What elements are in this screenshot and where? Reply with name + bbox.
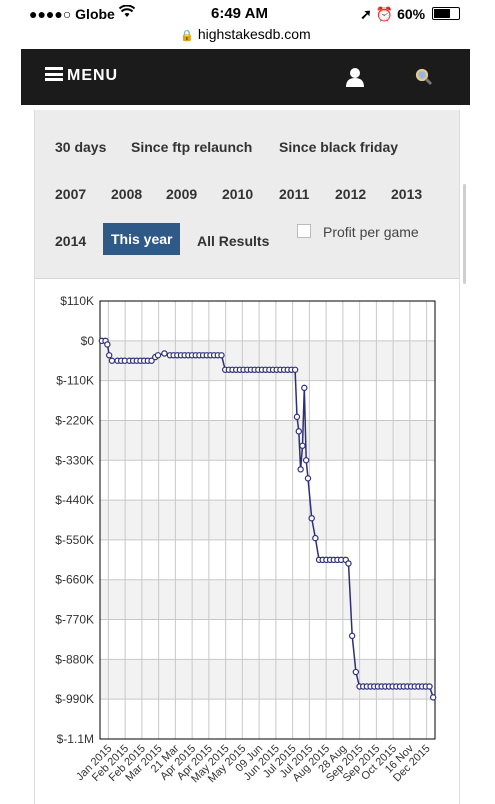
y-tick-label: $-880K (55, 652, 94, 666)
filter-2014[interactable]: 2014 (55, 233, 87, 249)
location-icon: ➚ (360, 6, 372, 22)
filter-2013[interactable]: 2013 (391, 186, 423, 202)
user-icon[interactable] (345, 67, 367, 89)
clock: 6:49 AM (211, 5, 268, 22)
y-tick-label: $-770K (55, 613, 94, 627)
filter-since-ftp-relaunch[interactable]: Since ftp relaunch (131, 139, 253, 155)
search-icon[interactable] (415, 68, 435, 88)
filter-2007[interactable]: 2007 (55, 186, 87, 202)
y-tick-label: $-660K (55, 573, 94, 587)
y-tick-label: $-220K (55, 413, 94, 427)
y-tick-label: $110K (60, 294, 94, 308)
plot-band (100, 420, 435, 461)
data-point (293, 413, 301, 421)
filter-2010[interactable]: 2010 (222, 186, 254, 202)
data-point (161, 350, 168, 357)
lock-icon: 🔒 (180, 30, 194, 42)
profit-line-chart: $110K $0 $-110K $-220K $-330K $-440K $-550K $-6… (55, 294, 437, 785)
filter-2009[interactable]: 2009 (166, 186, 198, 202)
y-tick-label: $-550K (55, 533, 94, 547)
profit-per-game-checkbox[interactable] (297, 224, 311, 238)
data-point (218, 352, 225, 359)
battery-icon (432, 7, 460, 20)
filter-since-black-friday[interactable]: Since black friday (279, 139, 399, 155)
data-point (312, 534, 319, 542)
top-nav: MENU (21, 49, 470, 105)
y-tick-label: $-110K (56, 374, 94, 388)
status-right: ➚ ⏰ 60% (360, 6, 460, 23)
data-point (108, 357, 116, 364)
data-point (297, 466, 304, 473)
menu-label: MENU (67, 67, 119, 84)
data-point (291, 366, 299, 373)
status-bar: ●●●●○ Globe 6:49 AM ➚ ⏰ 60% (21, 0, 470, 28)
filter-bar: 30 days Since ftp relaunch Since black f… (35, 110, 459, 279)
filter-2012[interactable]: 2012 (335, 186, 367, 202)
profit-per-game-label: Profit per game (323, 224, 419, 240)
data-point (348, 632, 356, 640)
url-bar[interactable]: 🔒 highstakesdb.com (21, 26, 470, 48)
data-point (426, 683, 433, 690)
battery-percent: 60% (397, 6, 426, 22)
y-tick-label: $-440K (55, 493, 94, 507)
data-point (295, 428, 302, 435)
y-tick-label: $0 (81, 334, 95, 348)
wifi-icon (118, 4, 136, 21)
y-tick-label: $-330K (55, 453, 94, 467)
y-tick-label: $-1.1M (57, 732, 94, 746)
right-margin (470, 0, 495, 804)
data-point (104, 341, 111, 348)
filter-30-days[interactable]: 30 days (55, 139, 107, 155)
data-point (301, 384, 308, 392)
data-point (148, 357, 155, 364)
carrier-label: ●●●●○ Globe (29, 6, 115, 22)
data-point (345, 560, 352, 567)
alarm-icon: ⏰ (375, 6, 394, 22)
data-point (304, 475, 312, 482)
data-point (154, 352, 162, 359)
data-point (106, 352, 113, 359)
data-point (302, 457, 310, 464)
data-point (429, 694, 437, 701)
filter-all-results[interactable]: All Results (197, 233, 270, 249)
filter-this-year[interactable]: This year (103, 223, 181, 255)
plot-band (100, 659, 435, 700)
y-tick-label: $-990K (55, 692, 94, 706)
plot-band (100, 579, 435, 620)
url-text: highstakesdb.com (197, 26, 311, 42)
plot-band (100, 340, 435, 381)
data-point (352, 668, 360, 676)
scrollbar[interactable] (463, 184, 466, 284)
hamburger-icon (45, 67, 63, 81)
data-point (308, 514, 315, 522)
plot-border (99, 300, 436, 740)
left-margin (0, 0, 21, 804)
filter-2011[interactable]: 2011 (279, 186, 310, 202)
plot-band (100, 500, 435, 540)
data-point (299, 442, 306, 449)
menu-button[interactable]: MENU (45, 67, 118, 85)
filter-2008[interactable]: 2008 (111, 186, 143, 202)
